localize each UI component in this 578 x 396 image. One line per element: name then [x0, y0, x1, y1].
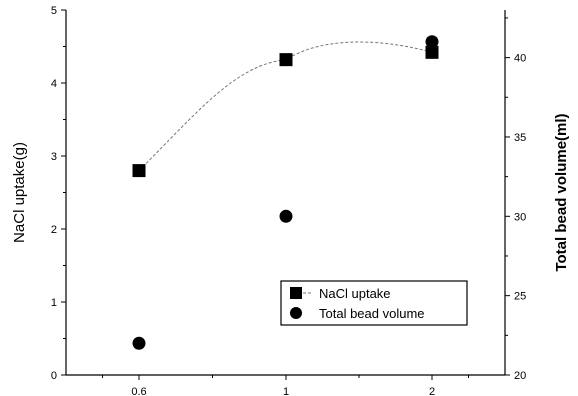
right-y-tick-label: 25	[514, 291, 526, 303]
marks	[132, 35, 439, 350]
left-y-tick-label: 5	[51, 5, 57, 17]
legend-bead-label: Total bead volume	[319, 306, 425, 321]
nacl-uptake-point	[425, 45, 439, 59]
left-y-axis-label: NaCl uptake(g)	[11, 142, 28, 243]
x-tick-label: 0.6	[131, 386, 146, 396]
legend-nacl-label: NaCl uptake	[319, 286, 391, 301]
x-tick-label: 2	[429, 386, 435, 396]
nacl-uptake-point	[279, 53, 293, 67]
bead-volume-point	[279, 209, 293, 223]
right-y-tick-label: 30	[514, 211, 526, 223]
bead-volume-point	[425, 35, 439, 49]
left-y-tick-label: 2	[51, 224, 57, 236]
axes	[61, 9, 510, 380]
right-y-axis-label: Total bead volume(ml)	[553, 113, 570, 271]
left-y-tick-label: 4	[51, 78, 57, 90]
right-y-tick-label: 40	[514, 53, 526, 65]
legend-box	[280, 280, 468, 326]
legend-nacl-marker	[290, 287, 302, 299]
right-y-tick-label: 20	[514, 370, 526, 382]
right-y-tick-label: 35	[514, 132, 526, 144]
left-y-tick-label: 1	[51, 297, 57, 309]
labels: 0 1 2 3 4 5 20 25 30 35 40 0.6 1 2 NaCl uptake(g) Total…	[11, 5, 570, 396]
x-tick-label: 1	[283, 386, 289, 396]
legend-bead-marker	[290, 307, 302, 319]
bead-volume-point	[132, 336, 146, 350]
left-y-tick-label: 3	[51, 151, 57, 163]
legend: NaCl uptake Total bead volume	[280, 280, 468, 326]
nacl-uptake-point	[132, 164, 146, 178]
left-y-tick-label: 0	[51, 370, 57, 382]
